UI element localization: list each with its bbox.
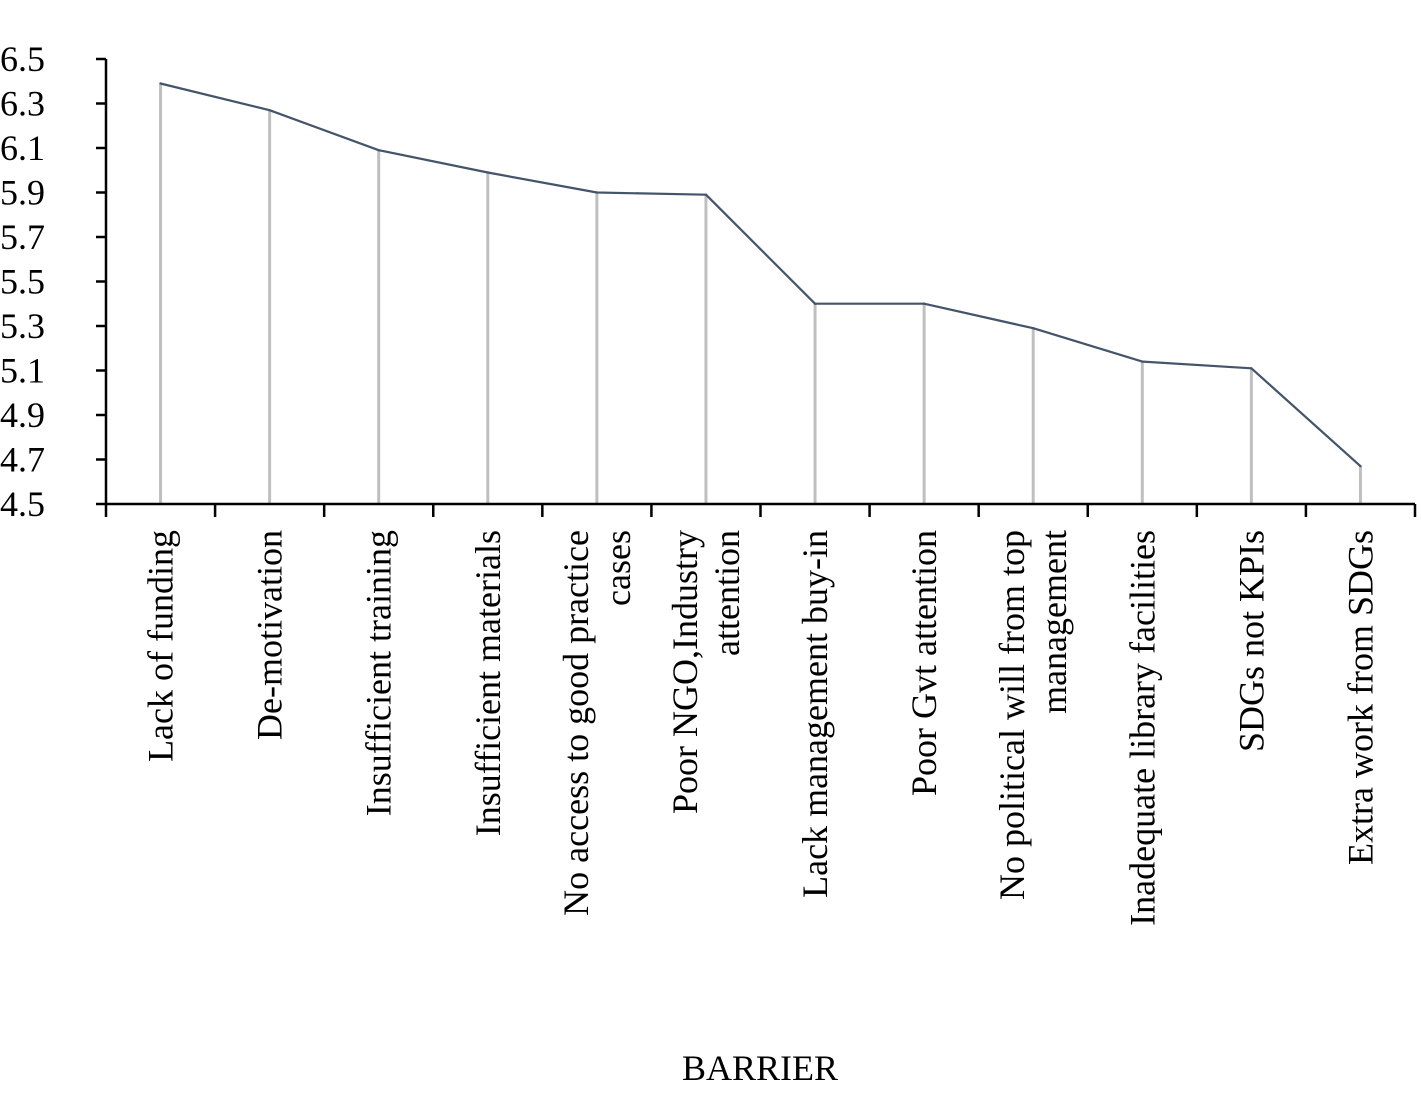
data-point [1359, 464, 1362, 468]
x-category-label: De-motivation [250, 530, 290, 740]
x-category-label: Poor Gvt attention [904, 530, 944, 796]
y-tick-label: 5.1 [0, 351, 45, 391]
y-tick-label: 5.7 [0, 217, 45, 257]
data-point [595, 191, 599, 194]
drop-lines [159, 83, 1362, 504]
data-point [1032, 327, 1035, 330]
series-line [160, 82, 1362, 468]
data-point [377, 149, 380, 152]
data-point [486, 171, 489, 174]
x-axis-title: BARRIER [682, 1048, 838, 1088]
series-line-group [159, 82, 1362, 468]
x-category-label: SDGs not KPIs [1231, 530, 1271, 752]
y-tick-label: 4.9 [0, 395, 45, 435]
y-tick-label: 5.9 [0, 173, 45, 213]
x-category-label: attention [707, 530, 747, 656]
data-point [922, 302, 926, 305]
x-category-label: Lack of funding [141, 530, 181, 762]
y-axis-ticks: 4.54.7 4.95.1 5.35.5 5.75.9 6.16.3 6.5 [0, 39, 106, 524]
x-axis-category-labels: Lack of funding De-motivation Insufficient… [141, 530, 1381, 926]
x-category-label: Insufficient training [359, 530, 399, 816]
y-tick-label: 4.5 [0, 484, 45, 524]
x-category-label: Extra work from SDGs [1340, 530, 1380, 865]
x-category-label: No political will from top [992, 530, 1032, 900]
data-point [704, 193, 708, 196]
y-tick-label: 6.5 [0, 39, 45, 79]
data-point [813, 302, 817, 305]
x-category-label: No access to good practice [556, 530, 596, 916]
x-category-label: Insufficient materials [468, 530, 508, 836]
data-point [1141, 360, 1144, 363]
y-tick-label: 6.1 [0, 128, 45, 168]
y-tick-label: 6.3 [0, 84, 45, 124]
x-axis-ticks [104, 504, 1417, 517]
data-point [268, 108, 271, 112]
data-point [159, 82, 162, 85]
x-category-label: Lack management buy-in [795, 530, 835, 898]
x-category-label: Poor NGO,Industry [665, 530, 705, 814]
y-tick-label: 5.3 [0, 306, 45, 346]
x-category-label: management [1034, 530, 1074, 714]
y-tick-label: 5.5 [0, 262, 45, 302]
data-point [1250, 367, 1253, 370]
x-category-label: Inadequate library facilities [1122, 530, 1162, 926]
x-category-label: cases [598, 530, 638, 606]
y-tick-label: 4.7 [0, 440, 45, 480]
axes [104, 59, 1415, 506]
